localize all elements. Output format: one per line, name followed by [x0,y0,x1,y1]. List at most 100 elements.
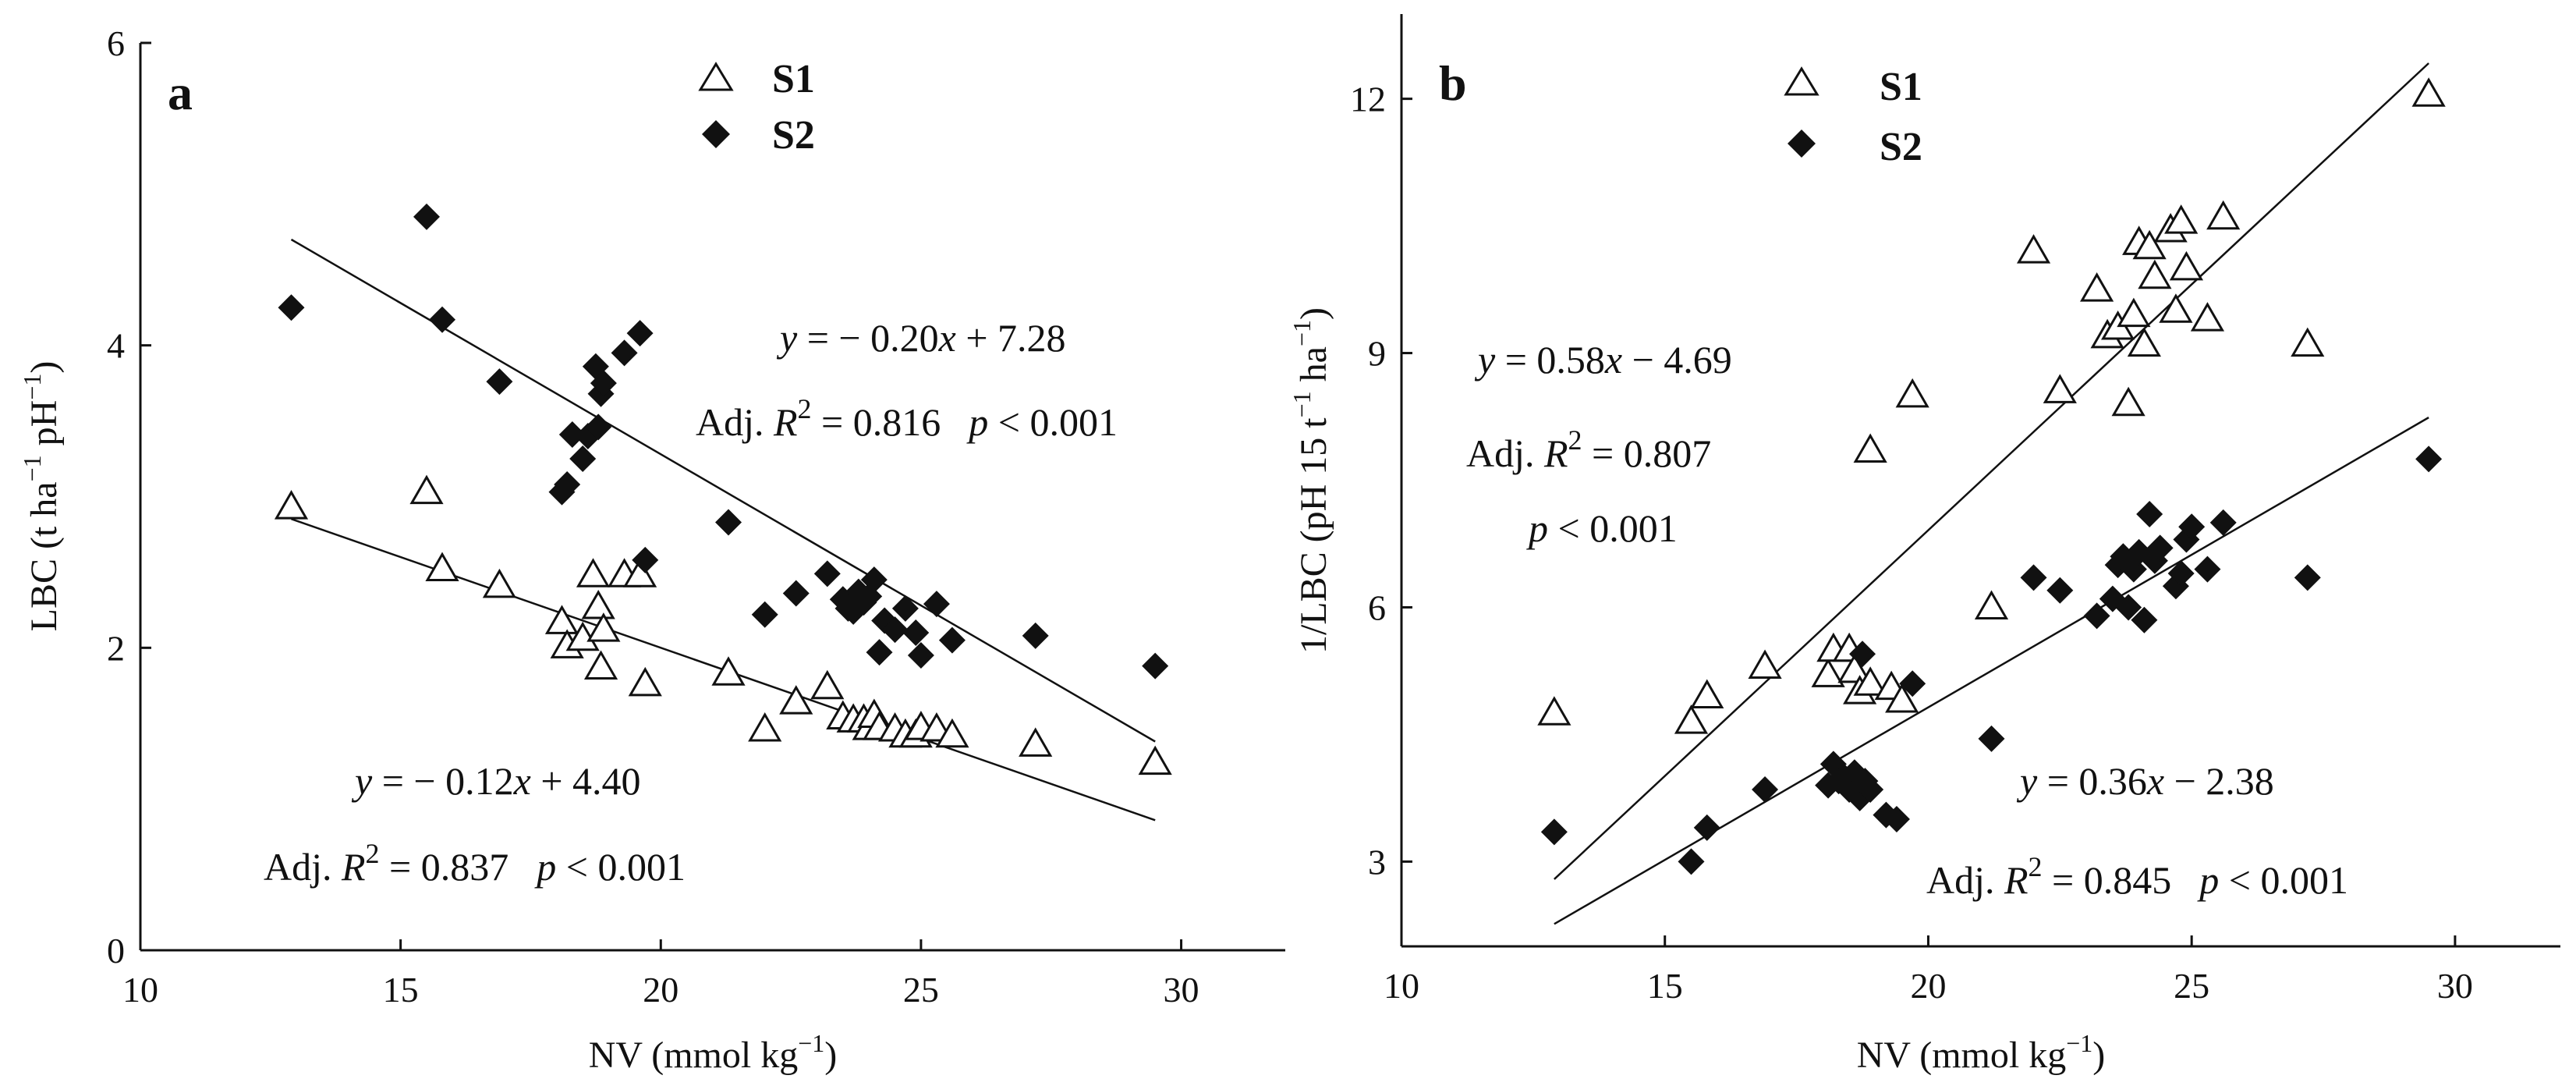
panel-b-legend-s2-label: S2 [1880,125,1922,169]
panel-a-s2-point [860,566,888,594]
panel-b-s2-point [1849,641,1876,668]
panel-a-s1-point [628,666,662,697]
panel-a-s1-point [576,558,611,587]
panel-a-x-tick-label: 15 [383,970,419,1010]
panel-b-s1-equation: y = 0.58x − 4.69 [1474,338,1732,382]
panel-b-ticks: 10 15 20 25 30 3 6 9 12 [1350,80,2473,1006]
panel-a-s2-point [554,470,581,498]
panel-a-x-tick-label: 20 [643,970,679,1010]
panel-a-x-tick-label: 30 [1164,970,1199,1010]
panel-b: 10 15 20 25 30 3 6 9 12 b S1 S2 y = 0.58x − 4.69… [1288,14,2560,1076]
panel-b-s2-point [1752,776,1779,804]
panel-b-s1-point [1885,683,1919,713]
panel-a-s2-point [626,320,654,347]
panel-a-s2-equation: y = − 0.20x + 7.28 [776,316,1066,360]
panel-a-s2-point [486,368,513,396]
panel-b-s1-point [2206,200,2241,230]
panel-a-s2-point [1142,652,1169,680]
panel-a-s1-point [583,650,618,680]
panel-a-s2-point [429,306,456,333]
panel-b-legend-s1-label: S1 [1880,65,1922,109]
panel-b-s1-point [2016,234,2051,264]
panel-b-s1-point [2111,386,2145,417]
panel-b-s1-point [1674,704,1709,734]
panel-b-s1-point [1853,433,1887,463]
panel-a-s1-point [581,589,615,619]
panel-a-s2-point [813,560,841,587]
panel-b-s1-points [1537,77,2446,734]
panel-a-s1-point [274,490,309,520]
panel-a-s1-statistics: Adj. R2 = 0.837 p < 0.001 [264,838,686,889]
panel-a-s2-statistics: Adj. R2 = 0.816 p < 0.001 [696,393,1118,444]
panel-b-s2-point [2083,602,2110,630]
panel-a-s1-equation: y = − 0.12x + 4.40 [351,759,641,803]
panel-a-s2-point [569,445,597,473]
panel-a-legend-s2-marker [702,120,730,148]
panel-a-x-axis-label: NV (mmol kg−1) [589,1029,837,1076]
panel-a-s1-point [425,552,459,582]
panel-a: 10 15 20 25 30 0 2 4 6 a S1 S2 y = − 0.20x + 7.2… [18,23,1285,1076]
panel-b-s1-point [2164,204,2199,234]
panel-b-s2-point [2209,509,2237,536]
panel-b-s1-point [2291,327,2325,357]
panel-a-s1-point [711,656,746,686]
panel-a-s1-point [1019,727,1053,757]
panel-a-s1-point [748,712,782,742]
panel-a-s2-point [590,370,617,397]
panel-a-s1-point [544,605,579,634]
panel-b-s1-point [1537,696,1571,726]
panel-b-fit-line-s1 [1554,62,2429,880]
panel-a-legend-s2-label: S2 [772,113,815,158]
panel-a-legend-s1-marker [698,62,734,91]
panel-b-s1-point [2132,229,2167,260]
panel-b-legend-s1-marker [1784,66,1819,96]
panel-b-s2-point [2294,564,2321,591]
panel-b-fit-line-s2 [1554,417,2429,925]
panel-b-s2-point [1540,818,1568,846]
panel-a-y-tick-label: 6 [107,23,125,63]
panel-a-s2-point [891,594,919,622]
panel-b-s1-point [1853,666,1887,696]
panel-b-s2-point [2046,577,2074,604]
panel-a-s2-point [866,639,893,666]
panel-b-s1-point [2127,327,2161,357]
panel-a-s2-point [782,580,810,607]
panel-b-x-tick-label: 20 [1910,966,1946,1006]
panel-b-s2-equation: y = 0.36x − 2.38 [2016,759,2274,803]
panel-a-s2-point [715,509,742,536]
panel-b-s2-point [2415,445,2443,473]
panel-b-s2-point [1678,848,1705,875]
panel-a-y-tick-label: 2 [107,628,125,668]
panel-b-s1-point [1748,649,1782,679]
panel-b-s2-point [1693,814,1720,841]
panel-b-s1-point [2043,374,2077,403]
panel-b-s2-point [2131,606,2158,634]
panel-a-s1-point [935,718,969,748]
panel-a-s2-point [907,642,934,669]
panel-b-x-tick-label: 15 [1647,966,1683,1006]
panel-b-s1-p-value: p < 0.001 [1526,506,1678,550]
panel-a-s1-point [482,568,517,598]
panel-b-s2-points [1540,445,2443,875]
panel-a-y-tick-label: 0 [107,931,125,971]
panel-b-x-axis-label: NV (mmol kg−1) [1857,1029,2105,1076]
panel-b-s1-statistics: Adj. R2 = 0.807 [1466,424,1711,475]
panel-a-s1-point [622,558,657,587]
panel-b-s2-point [2146,534,2174,562]
panel-a-x-tick-label: 25 [903,970,939,1010]
panel-a-s2-points [278,203,1169,680]
panel-b-y-tick-label: 9 [1368,334,1386,374]
panel-a-s2-point [585,413,612,441]
panel-b-s1-point [2138,259,2172,289]
panel-b-y-tick-label: 3 [1368,842,1386,882]
panel-a-y-axis-label: LBC (t ha−1 pH−1) [18,361,65,632]
panel-a-s2-point [1022,622,1049,649]
panel-b-s1-point [2080,272,2114,302]
panel-a-s1-point [1138,745,1172,775]
panel-b-s2-point [2167,560,2195,587]
panel-a-s2-point [632,546,659,573]
panel-a-s1-point [810,669,845,700]
panel-a-label: a [168,65,193,120]
panel-b-fit-lines [1554,62,2429,925]
panel-a-y-tick-label: 4 [107,326,125,366]
